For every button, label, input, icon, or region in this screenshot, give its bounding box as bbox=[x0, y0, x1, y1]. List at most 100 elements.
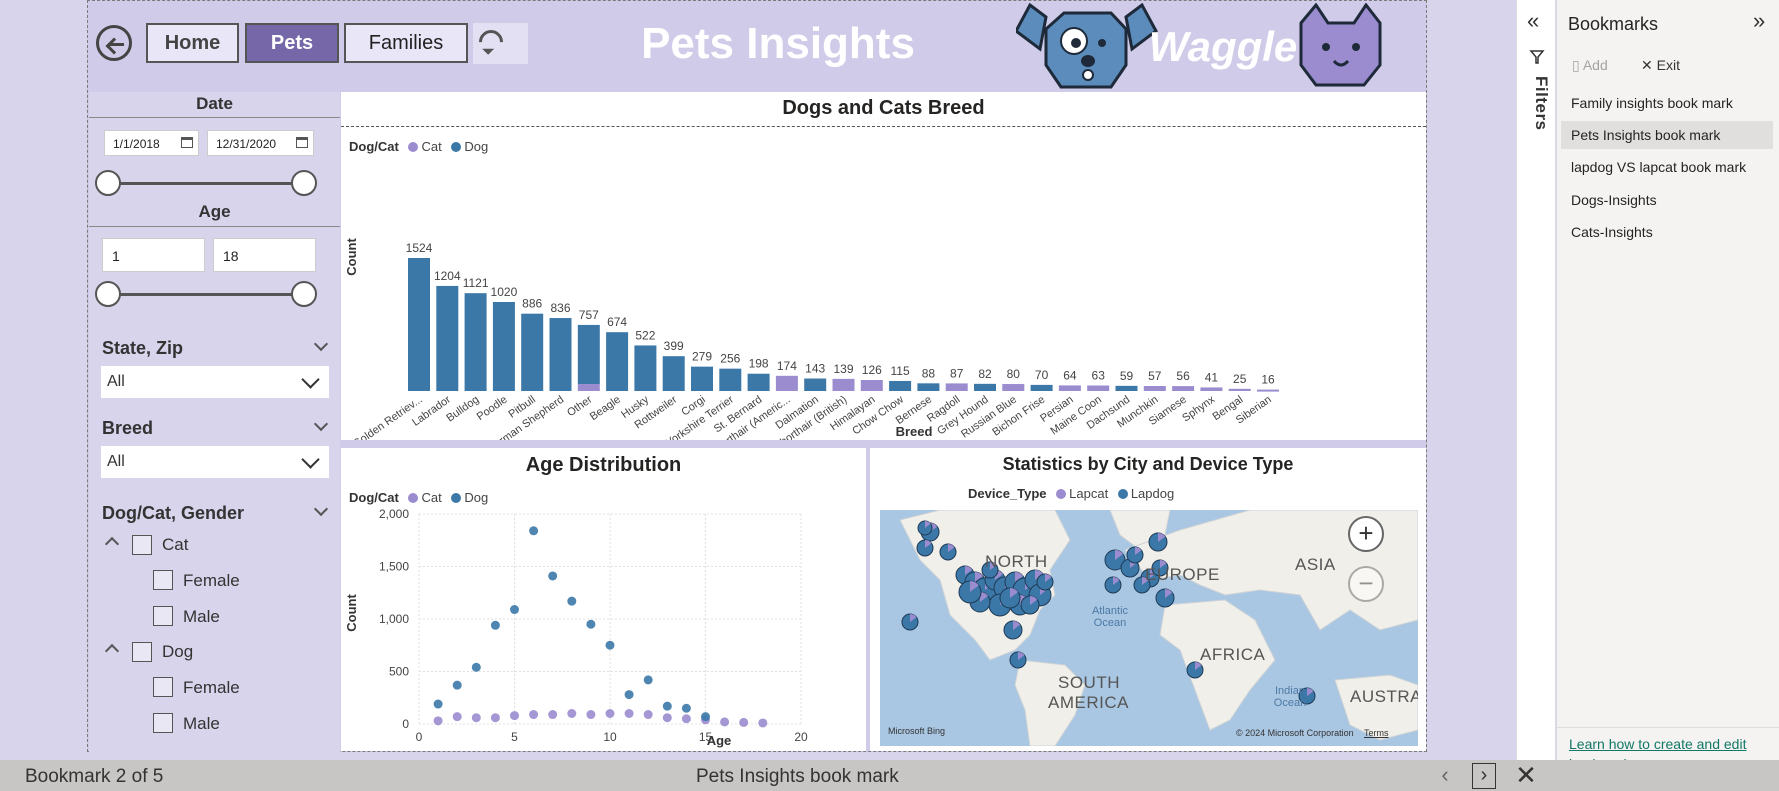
map-zoom-out-button[interactable]: − bbox=[1348, 566, 1384, 602]
date-slider-start-handle[interactable] bbox=[95, 170, 121, 196]
breed-bar-dog[interactable] bbox=[577, 324, 600, 385]
bookmark-item[interactable]: Family insights book mark bbox=[1571, 95, 1733, 111]
cat-data-point[interactable] bbox=[643, 710, 653, 720]
breed-bar-dog[interactable] bbox=[662, 356, 685, 391]
breed-bar-dog[interactable] bbox=[974, 383, 996, 391]
breed-bar-cat[interactable] bbox=[1228, 388, 1251, 391]
dog-data-point[interactable] bbox=[701, 712, 710, 722]
map-zoom-in-button[interactable]: + bbox=[1348, 516, 1384, 552]
dog-data-point[interactable] bbox=[624, 690, 634, 700]
breed-bar-dog[interactable] bbox=[606, 332, 629, 391]
dog-data-point[interactable] bbox=[471, 662, 481, 672]
chevron-up-icon[interactable] bbox=[104, 536, 120, 552]
dog-data-point[interactable] bbox=[586, 619, 596, 629]
age-slider-min-handle[interactable] bbox=[95, 281, 121, 307]
date-slider-track[interactable] bbox=[109, 182, 309, 185]
breed-bar-cat[interactable] bbox=[1143, 386, 1166, 391]
cat-data-point[interactable] bbox=[471, 713, 481, 723]
cat-data-point[interactable] bbox=[548, 710, 558, 720]
exit-button[interactable]: ✕ Exit bbox=[1641, 57, 1680, 74]
breed-bar-dog[interactable] bbox=[804, 378, 827, 391]
breed-bar-dog[interactable] bbox=[464, 293, 487, 391]
age-slider-max-handle[interactable] bbox=[291, 281, 317, 307]
previous-bookmark-button[interactable]: ‹ bbox=[1441, 762, 1449, 787]
dog-data-point[interactable] bbox=[490, 620, 500, 630]
breed-bar-cat[interactable] bbox=[832, 378, 855, 391]
bookmark-item[interactable]: lapdog VS lapcat book mark bbox=[1571, 159, 1747, 175]
cat-checkbox[interactable] bbox=[132, 535, 152, 555]
chevron-down-icon[interactable] bbox=[313, 336, 329, 352]
cat-data-point[interactable] bbox=[452, 712, 462, 722]
cat-female-checkbox[interactable] bbox=[153, 570, 173, 590]
dog-male-checkbox[interactable] bbox=[153, 713, 173, 733]
breed-bar-dog[interactable] bbox=[549, 318, 572, 391]
age-chart-card[interactable]: Age Distribution Dog/Cat Cat Dog Count A… bbox=[341, 448, 866, 751]
dog-data-point[interactable] bbox=[567, 596, 577, 606]
breed-bar-dog[interactable] bbox=[691, 366, 713, 391]
collapse-bookmarks-icon[interactable]: » bbox=[1753, 8, 1766, 33]
state-zip-dropdown[interactable]: All bbox=[101, 366, 329, 398]
date-slider-end-handle[interactable] bbox=[291, 170, 317, 196]
bookmark-item-selected[interactable]: Pets Insights book mark bbox=[1561, 121, 1773, 149]
age-slider-track[interactable] bbox=[109, 293, 309, 296]
breed-bar-cat[interactable] bbox=[577, 384, 600, 391]
breed-bar-dog[interactable] bbox=[436, 285, 459, 391]
bookmark-item[interactable]: Dogs-Insights bbox=[1571, 192, 1657, 208]
dog-data-point[interactable] bbox=[548, 571, 558, 581]
cat-male-checkbox[interactable] bbox=[153, 606, 173, 626]
breed-bar-cat[interactable] bbox=[1172, 386, 1195, 391]
start-date-input[interactable]: 1/1/2018 bbox=[104, 130, 199, 156]
dog-female-checkbox[interactable] bbox=[153, 677, 173, 697]
breed-bar-dog[interactable] bbox=[408, 258, 430, 391]
breed-bar-dog[interactable] bbox=[747, 373, 770, 391]
dog-data-point[interactable] bbox=[433, 699, 443, 709]
age-min-input[interactable]: 1 bbox=[102, 238, 205, 272]
chevron-up-icon[interactable] bbox=[104, 643, 120, 659]
expand-filters-icon[interactable]: « bbox=[1527, 8, 1540, 33]
cat-data-point[interactable] bbox=[624, 709, 634, 718]
cat-data-point[interactable] bbox=[586, 710, 596, 720]
end-date-input[interactable]: 12/31/2020 bbox=[207, 130, 314, 156]
chevron-down-icon[interactable] bbox=[313, 501, 329, 517]
chevron-down-icon[interactable] bbox=[313, 416, 329, 432]
dog-data-point[interactable] bbox=[662, 701, 672, 711]
families-nav-button[interactable]: Families bbox=[344, 23, 468, 63]
age-max-input[interactable]: 18 bbox=[213, 238, 316, 272]
cat-data-point[interactable] bbox=[662, 713, 672, 723]
cat-data-point[interactable] bbox=[739, 717, 749, 727]
dog-data-point[interactable] bbox=[452, 680, 462, 690]
dog-data-point[interactable] bbox=[510, 605, 519, 615]
cat-data-point[interactable] bbox=[529, 710, 539, 720]
breed-bar-dog[interactable] bbox=[1030, 384, 1053, 391]
cat-data-point[interactable] bbox=[567, 709, 577, 718]
breed-bar-cat[interactable] bbox=[1257, 389, 1279, 392]
dog-checkbox[interactable] bbox=[132, 642, 152, 662]
cat-data-point[interactable] bbox=[720, 717, 730, 727]
breed-bar-cat[interactable] bbox=[1200, 387, 1223, 391]
back-arrow-icon[interactable] bbox=[96, 25, 132, 61]
breed-chart-card[interactable]: Dogs and Cats Breed Dog/Cat Cat Dog Coun… bbox=[341, 92, 1426, 440]
home-nav-button[interactable]: Home bbox=[146, 23, 239, 63]
breed-bar-dog[interactable] bbox=[1115, 385, 1138, 391]
breed-dropdown[interactable]: All bbox=[101, 446, 329, 478]
breed-bar-cat[interactable] bbox=[1058, 385, 1081, 391]
breed-bar-cat[interactable] bbox=[945, 383, 968, 391]
cat-data-point[interactable] bbox=[758, 718, 768, 728]
add-bookmark-button[interactable]: ▯ Add bbox=[1572, 57, 1608, 74]
cat-data-point[interactable] bbox=[490, 713, 500, 723]
dog-data-point[interactable] bbox=[529, 526, 539, 536]
bookmark-item[interactable]: Cats-Insights bbox=[1571, 224, 1653, 240]
breed-bar-dog[interactable] bbox=[634, 345, 657, 391]
calendar-icon[interactable] bbox=[296, 137, 308, 148]
close-bookmark-bar-button[interactable]: ✕ bbox=[1515, 760, 1537, 790]
breed-bar-cat[interactable] bbox=[860, 380, 883, 391]
breed-bar-dog[interactable] bbox=[492, 301, 515, 391]
bing-map[interactable]: NORTH EUROPE ASIA AFRICA SOUTH AMERICA A… bbox=[880, 510, 1418, 746]
breed-bar-cat[interactable] bbox=[1002, 384, 1025, 391]
breed-bar-dog[interactable] bbox=[521, 313, 544, 391]
breed-bar-dog[interactable] bbox=[917, 383, 940, 391]
pets-nav-button[interactable]: Pets bbox=[245, 23, 339, 63]
cat-data-point[interactable] bbox=[510, 711, 519, 721]
cat-data-point[interactable] bbox=[681, 714, 691, 724]
dog-data-point[interactable] bbox=[643, 675, 653, 685]
